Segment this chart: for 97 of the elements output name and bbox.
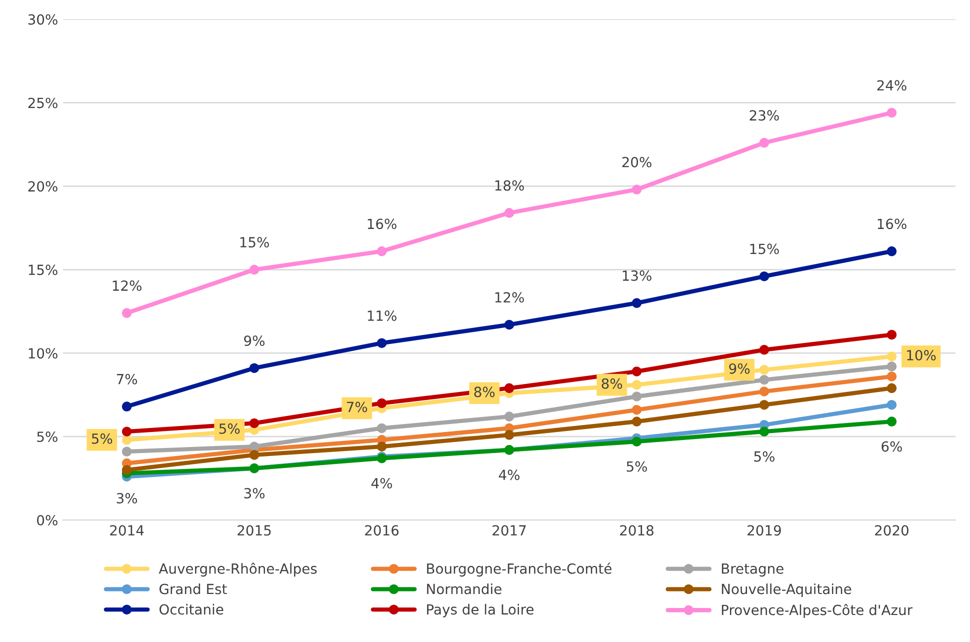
point: [504, 430, 514, 440]
y-tick-label: 30%: [28, 14, 58, 25]
point: [122, 435, 132, 445]
point: [632, 184, 642, 194]
data-label: 8%: [602, 378, 622, 389]
y-tick-label: 20%: [28, 181, 58, 192]
point: [886, 400, 897, 410]
point: [376, 398, 387, 408]
point: [249, 418, 260, 428]
point: [376, 423, 387, 434]
data-label: 3%: [244, 488, 265, 498]
legend-label: Grand Est: [160, 584, 227, 594]
point: [376, 246, 387, 256]
legend-label: Bourgogne-Franche-Comté: [427, 562, 612, 577]
point: [122, 308, 132, 318]
point: [886, 246, 897, 256]
data-label: 4%: [498, 470, 520, 480]
x-tick-label: 2016: [365, 525, 399, 536]
data-label: 15%: [750, 244, 779, 254]
x-tick-label: 2019: [748, 525, 781, 536]
legend-label: Pays de la Loire: [427, 604, 534, 618]
y-tick-label: 15%: [28, 264, 58, 276]
x-tick-label: 2020: [875, 525, 908, 536]
data-label: 16%: [368, 218, 396, 230]
point: [759, 400, 770, 410]
data-label: 24%: [877, 80, 906, 91]
data-label: 7%: [116, 374, 138, 384]
point: [249, 442, 260, 452]
point: [632, 298, 642, 308]
point: [122, 426, 132, 436]
point: [759, 374, 770, 385]
data-label: 16%: [878, 218, 906, 230]
point: [504, 412, 514, 422]
point: [759, 138, 770, 148]
legend-label: Auvergne-Rhône-Alpes: [158, 562, 317, 577]
y-tick-label: 25%: [28, 98, 58, 108]
y-tick-label: 0%: [37, 514, 58, 526]
data-label: 6%: [882, 441, 902, 452]
point: [759, 386, 770, 396]
point: [886, 352, 897, 362]
data-label: 9%: [729, 363, 750, 374]
point: [759, 426, 770, 436]
legend-label: Occitanie: [160, 604, 224, 615]
data-label: 12%: [495, 292, 524, 303]
point: [632, 416, 642, 426]
data-label: 15%: [240, 237, 269, 248]
point: [632, 436, 642, 446]
data-label: 3%: [116, 492, 138, 504]
legend-label: Bretagne: [722, 564, 784, 577]
x-tick-label: 2015: [238, 525, 271, 536]
point: [249, 264, 260, 274]
data-label: 8%: [474, 386, 495, 398]
point: [632, 366, 642, 376]
data-label: 12%: [112, 280, 142, 291]
point: [122, 465, 132, 475]
data-label: 18%: [495, 180, 524, 191]
x-tick-label: 2017: [492, 525, 526, 536]
point: [504, 320, 514, 330]
legend-label: Provence-Alpes-Côte d'Azur: [722, 604, 913, 618]
point: [504, 383, 514, 394]
point: [249, 363, 260, 373]
point: [886, 108, 897, 118]
data-label: 5%: [754, 451, 774, 462]
legend-label: Nouvelle-Aquitaine: [722, 584, 852, 597]
y-tick-label: 5%: [37, 432, 58, 442]
data-label: 5%: [219, 423, 240, 434]
data-label: 7%: [346, 402, 368, 412]
x-tick-label: 2014: [110, 525, 144, 536]
point: [886, 416, 897, 426]
data-label: 5%: [626, 461, 647, 472]
data-label: 23%: [750, 110, 779, 121]
point: [376, 442, 387, 452]
point: [504, 208, 514, 218]
point: [376, 338, 387, 348]
point: [759, 271, 770, 282]
data-label: 4%: [371, 478, 392, 488]
point: [886, 383, 897, 394]
point: [886, 330, 897, 340]
data-label: 20%: [622, 156, 652, 168]
point: [886, 372, 897, 382]
point: [886, 362, 897, 372]
point: [122, 402, 132, 412]
point: [122, 446, 132, 456]
data-label: 10%: [907, 350, 936, 360]
point: [759, 364, 770, 375]
data-label: 11%: [368, 310, 396, 321]
data-label: 9%: [244, 335, 265, 346]
point: [632, 404, 642, 415]
data-label: 13%: [622, 270, 652, 281]
data-label: 5%: [92, 433, 112, 444]
legend-label: Normandie: [427, 584, 502, 594]
point: [632, 392, 642, 402]
y-tick-label: 10%: [28, 348, 58, 359]
x-tick-label: 2018: [620, 525, 654, 536]
point: [249, 450, 260, 460]
point: [759, 344, 770, 355]
point: [632, 380, 642, 390]
